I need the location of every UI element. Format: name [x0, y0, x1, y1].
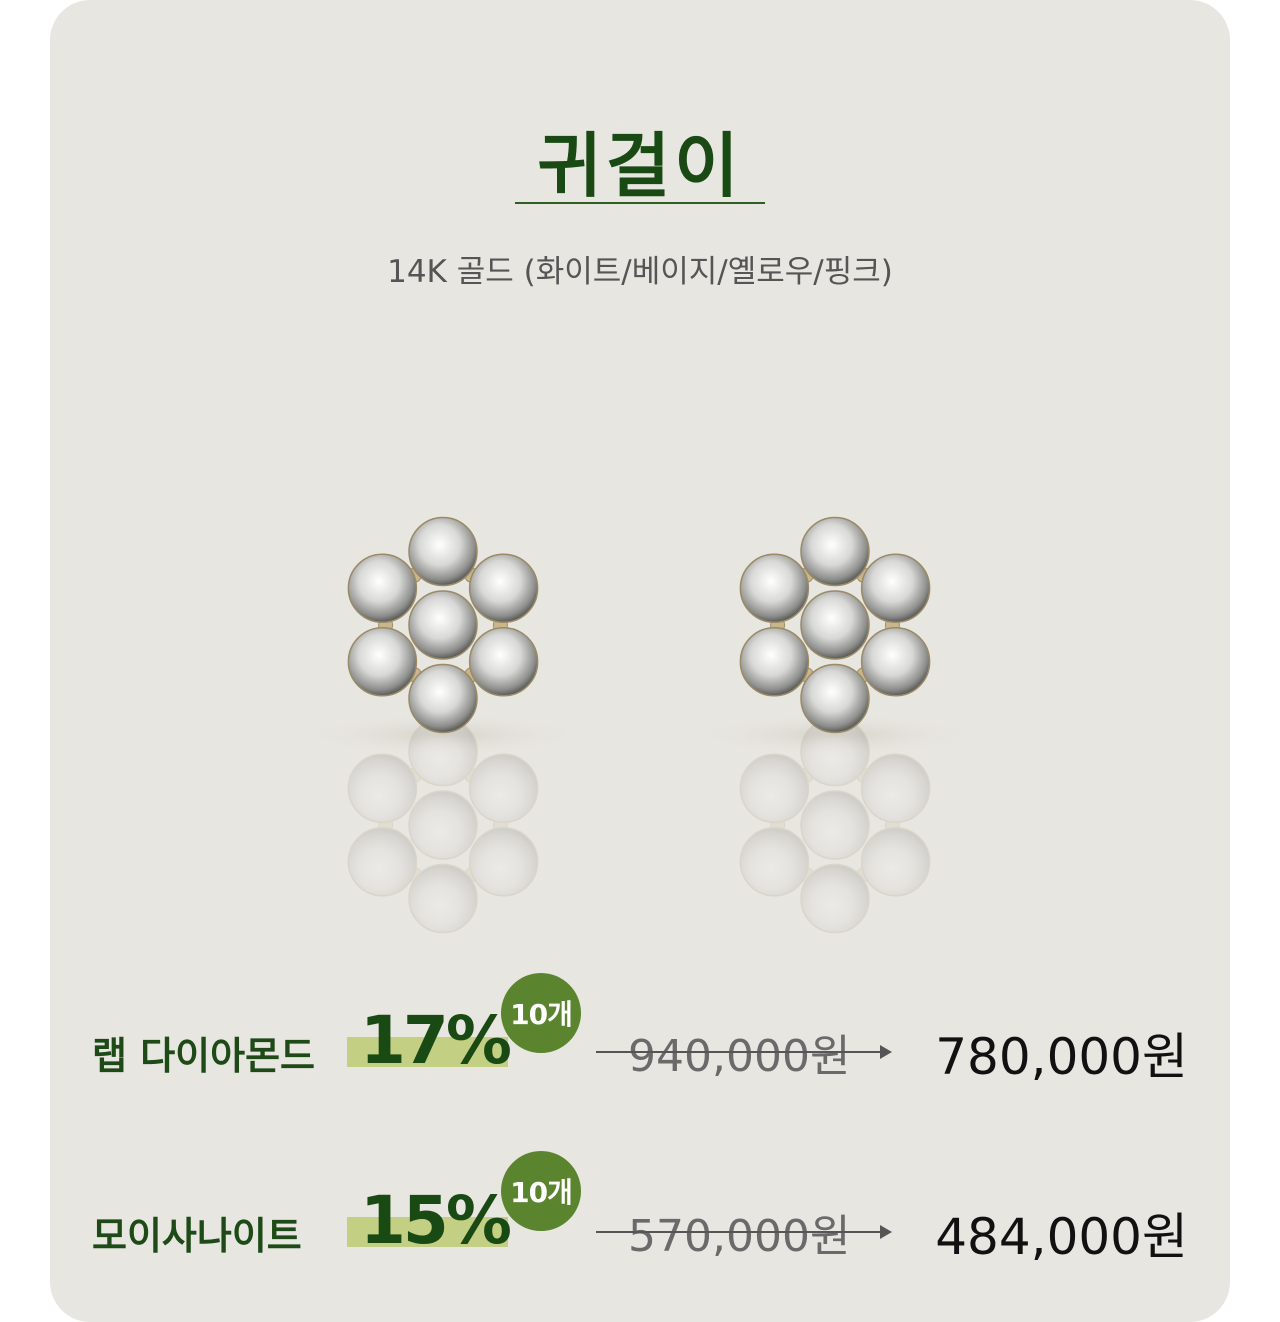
diamond-stone	[739, 827, 810, 897]
sale-price: 780,000원	[935, 1028, 1188, 1086]
center-diamond	[408, 790, 478, 860]
discount-percent: 15%	[360, 1182, 512, 1259]
original-price: 940,000원	[628, 1031, 851, 1082]
diamond-stone	[468, 553, 539, 623]
diamond-stone	[347, 827, 418, 897]
quantity-badge: 10개	[501, 973, 581, 1053]
discount-highlight	[347, 1217, 508, 1247]
diamond-stone	[860, 553, 931, 623]
earrings-image	[293, 516, 985, 934]
product-name: 모이사나이트	[92, 1214, 302, 1258]
center-diamond	[800, 590, 870, 660]
center-diamond	[408, 590, 478, 660]
diamond-stone	[860, 627, 931, 697]
sale-price: 484,000원	[935, 1208, 1188, 1266]
diamond-stone	[468, 827, 539, 897]
discount-percent: 17%	[360, 1002, 512, 1079]
earring-2	[739, 516, 931, 734]
diamond-stone	[739, 627, 810, 697]
material-subtitle: 14K 골드 (화이트/베이지/옐로우/핑크)	[387, 254, 893, 290]
diamond-stone	[800, 663, 870, 734]
original-price: 570,000원	[628, 1211, 851, 1262]
product-row-moissanite: 모이사나이트 15% 10개 570,000원 484,000원	[0, 1151, 1280, 1280]
strike-arrow	[596, 1225, 892, 1239]
quantity-badge: 10개	[501, 1151, 581, 1231]
diamond-stone	[347, 627, 418, 697]
diamond-stone	[347, 553, 418, 623]
earring-1	[347, 516, 539, 734]
diamond-stone	[468, 627, 539, 697]
diamond-stone	[408, 516, 478, 587]
diamond-stone	[408, 663, 478, 734]
diamond-stone	[408, 863, 478, 934]
page-title: 귀걸이	[537, 124, 743, 207]
strike-arrow	[596, 1045, 892, 1059]
product-row-lab-diamond: 랩 다이아몬드 17% 10개 940,000원 780,000원	[0, 973, 1280, 1100]
product-name: 랩 다이아몬드	[92, 1034, 315, 1078]
diamond-stone	[739, 553, 810, 623]
discount-highlight	[347, 1037, 508, 1067]
diamond-stone	[800, 863, 870, 934]
product-card	[50, 0, 1230, 1322]
earring-reflection	[739, 716, 931, 934]
title-underline	[515, 202, 765, 204]
diamond-stone	[860, 827, 931, 897]
center-diamond	[800, 790, 870, 860]
diamond-stone	[347, 753, 418, 823]
earring-reflection	[347, 716, 539, 934]
diamond-stone	[468, 753, 539, 823]
diamond-stone	[800, 516, 870, 587]
diamond-stone	[739, 753, 810, 823]
diamond-stone	[860, 753, 931, 823]
